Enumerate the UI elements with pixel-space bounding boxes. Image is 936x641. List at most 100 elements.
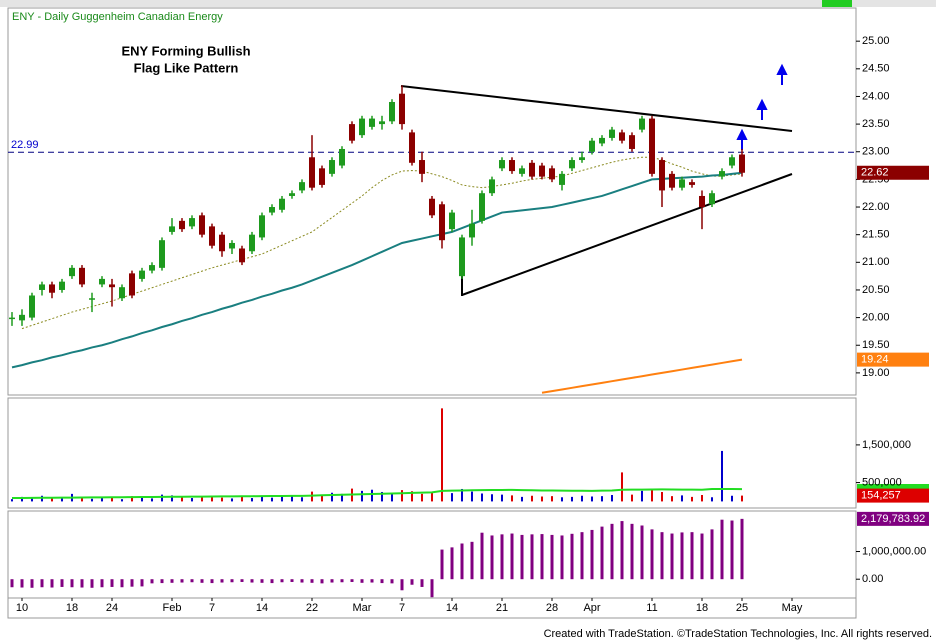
candle-body: [219, 234, 225, 252]
bar: [151, 498, 153, 502]
bar: [260, 579, 264, 583]
y-tick-label: 19.00: [862, 367, 890, 379]
bar: [140, 579, 144, 587]
bar: [390, 579, 394, 584]
bar: [740, 518, 744, 580]
bar: [671, 496, 673, 502]
moving-average: [21, 156, 743, 330]
bar: [101, 498, 103, 502]
annotation: Flag Like Pattern: [134, 60, 239, 75]
candle-body: [299, 182, 305, 191]
bar: [451, 493, 453, 502]
candle-body: [149, 265, 155, 271]
bar: [551, 496, 553, 502]
bar: [560, 535, 564, 580]
bar: [430, 579, 434, 598]
candle-body: [659, 160, 665, 191]
bar: [710, 529, 714, 580]
x-tick-label: 28: [546, 602, 558, 614]
bar: [200, 579, 204, 583]
bar: [690, 532, 694, 580]
bar: [561, 497, 563, 502]
y-tick-label: 21.00: [862, 256, 890, 268]
bar: [30, 579, 34, 588]
candle-body: [579, 157, 585, 161]
candle-body: [509, 160, 515, 172]
bar: [321, 494, 323, 502]
bar: [330, 579, 334, 583]
y-tick-label: 22.00: [862, 201, 890, 213]
y-tick-label: 25.00: [862, 35, 890, 47]
x-tick-label: 18: [696, 602, 708, 614]
bar: [270, 579, 274, 584]
candle-body: [629, 135, 635, 149]
bar: [61, 497, 63, 502]
bar: [251, 498, 253, 502]
reference-label: 22.99: [11, 139, 39, 151]
bar: [181, 496, 183, 502]
bar: [631, 494, 633, 502]
bar: [491, 494, 493, 502]
bar: [410, 579, 414, 585]
candle-body: [349, 124, 355, 141]
candle-body: [649, 118, 655, 174]
bar: [420, 579, 424, 587]
candle-body: [529, 162, 535, 177]
candle-body: [89, 298, 95, 300]
candle-body: [639, 118, 645, 130]
candle-body: [479, 193, 485, 221]
bar: [610, 523, 614, 580]
bar: [121, 499, 123, 502]
y-tick-label: 1,500,000: [862, 439, 911, 451]
candle-body: [99, 278, 105, 285]
bar: [220, 579, 224, 583]
bar: [111, 497, 113, 502]
time-axis: [7, 597, 857, 619]
candle-body: [109, 284, 115, 288]
x-tick-label: 24: [106, 602, 118, 614]
bar: [360, 579, 364, 583]
candle-body: [589, 140, 595, 152]
bar: [231, 498, 233, 502]
bar: [80, 579, 84, 588]
candle-body: [279, 198, 285, 210]
candle-body: [369, 118, 375, 127]
candle-body: [469, 223, 475, 238]
bar: [601, 496, 603, 502]
candle-body: [209, 226, 215, 246]
bar: [50, 579, 54, 588]
bar: [51, 498, 53, 502]
y-tick-label: 23.50: [862, 118, 890, 130]
value-box-label: 19.24: [861, 354, 889, 366]
value-box: [857, 352, 929, 367]
bar: [371, 489, 373, 502]
bar: [621, 472, 623, 502]
y-tick-label: 500,000: [862, 476, 902, 488]
candle-body: [499, 160, 505, 169]
x-tick-label: Mar: [353, 602, 372, 614]
candle-body: [439, 204, 445, 241]
candle-body: [739, 154, 745, 173]
candle-body: [489, 179, 495, 194]
trendline: [461, 173, 793, 296]
bar: [130, 579, 134, 587]
candle-body: [39, 284, 45, 290]
bar: [20, 579, 24, 588]
bar: [481, 493, 483, 502]
candle-body: [519, 168, 525, 174]
candle-body: [309, 157, 315, 188]
bar: [341, 493, 343, 502]
bar: [511, 495, 513, 502]
bar: [280, 579, 284, 583]
bar: [391, 493, 393, 502]
bar: [490, 535, 494, 580]
candle-body: [679, 179, 685, 188]
bar: [530, 534, 534, 580]
candle-body: [559, 173, 565, 185]
bar: [400, 579, 404, 591]
candle-body: [569, 160, 575, 169]
bar: [90, 579, 94, 588]
candle-body: [129, 273, 135, 296]
bar: [691, 496, 693, 502]
candle-body: [239, 248, 245, 263]
